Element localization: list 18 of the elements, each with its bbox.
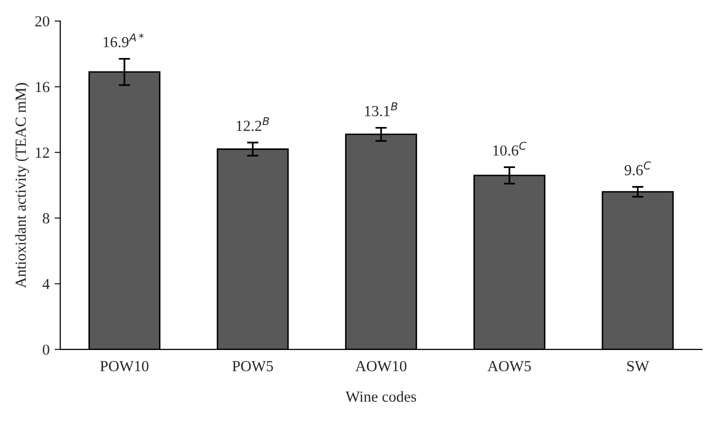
y-tick-label: 16 — [36, 82, 50, 92]
y-tick-label: 8 — [42, 213, 50, 224]
x-axis-title: Wine codes — [346, 391, 416, 402]
x-tick-label: AOW10 — [355, 360, 406, 372]
data-label: 12.2$^{B}$ — [236, 117, 269, 132]
data-label: 9.6$^{C}$ — [624, 161, 651, 176]
y-tick-label: 0 — [42, 344, 50, 355]
y-axis-title: Antioxidant activity (TEAC mM) — [15, 83, 30, 288]
y-tick-label: 4 — [42, 279, 50, 290]
x-tick-label: SW — [627, 361, 650, 372]
x-tick-label: POW10 — [100, 360, 148, 372]
x-tick-label: POW5 — [232, 361, 273, 372]
y-tick-label: 12 — [36, 148, 50, 158]
x-tick-label: AOW5 — [488, 361, 531, 372]
data-label: 16.9$^{A*}$ — [104, 33, 144, 48]
data-label: 13.1$^{B}$ — [365, 102, 398, 116]
y-tick-label: 20 — [35, 16, 50, 26]
data-label: 10.6$^{C}$ — [493, 142, 526, 156]
